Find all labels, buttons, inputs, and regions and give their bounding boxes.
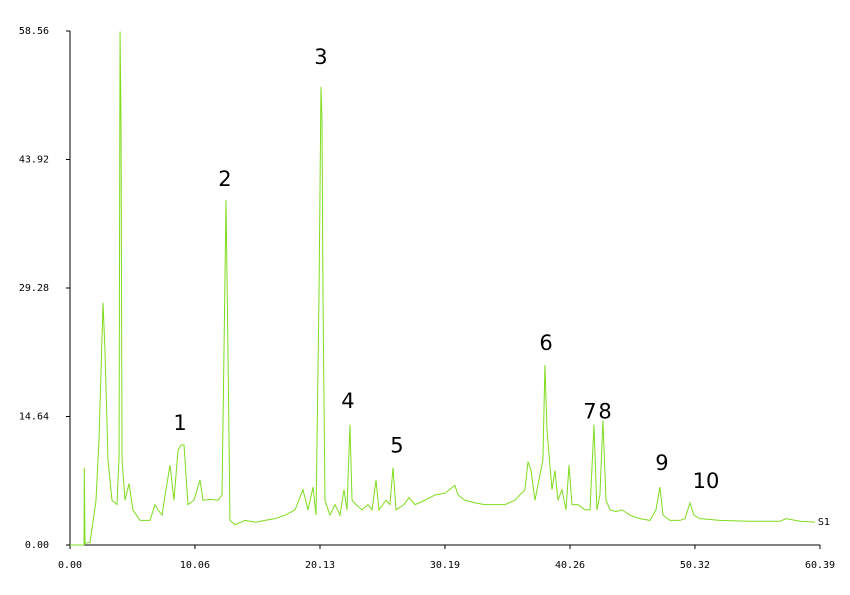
x-tick-label: 10.06 bbox=[180, 560, 210, 571]
peak-label: 9 bbox=[655, 451, 668, 475]
peak-label: 7 bbox=[583, 399, 596, 423]
y-tick-label: 14.64 bbox=[19, 412, 49, 423]
y-tick-label: 43.92 bbox=[19, 155, 49, 166]
x-tick-label: 0.00 bbox=[58, 560, 82, 571]
x-tick-label: 30.19 bbox=[430, 560, 460, 571]
x-tick-label: 40.26 bbox=[555, 560, 585, 571]
peak-label: 5 bbox=[390, 434, 403, 458]
x-tick-label: 20.13 bbox=[305, 560, 335, 571]
peak-label: 8 bbox=[598, 399, 611, 423]
y-tick-label: 0.00 bbox=[25, 540, 49, 551]
peak-label: 6 bbox=[539, 331, 552, 355]
peak-label: 3 bbox=[314, 45, 327, 69]
series-line bbox=[70, 31, 815, 546]
y-tick-label: 58.56 bbox=[19, 26, 49, 37]
peak-label: 10 bbox=[693, 469, 720, 493]
series-name: S1 bbox=[818, 517, 830, 528]
x-tick-label: 50.32 bbox=[680, 560, 710, 571]
x-tick-label: 60.39 bbox=[805, 560, 835, 571]
peak-label: 1 bbox=[173, 411, 186, 435]
peak-label: 4 bbox=[341, 389, 354, 413]
peak-label: 2 bbox=[218, 167, 231, 191]
y-tick-label: 29.28 bbox=[19, 283, 49, 294]
